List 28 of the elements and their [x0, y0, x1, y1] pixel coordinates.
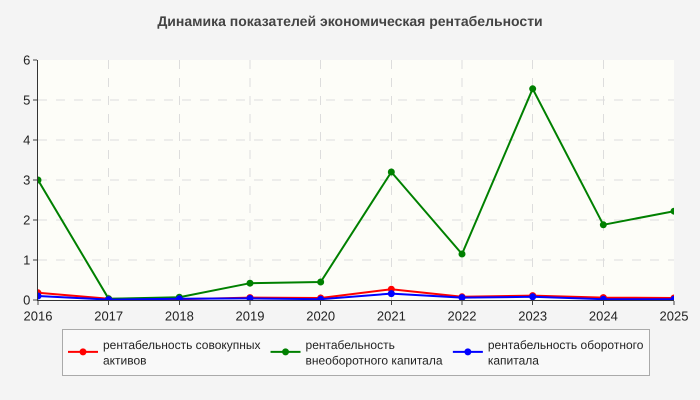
y-tick-label: 6 — [23, 52, 30, 68]
y-tick-label: 0 — [23, 292, 30, 308]
point — [317, 278, 324, 286]
point — [246, 280, 254, 287]
x-tick-label: 2020 — [306, 308, 336, 324]
x-tick-label: 2023 — [518, 308, 548, 324]
x-tick-label: 2024 — [588, 308, 618, 324]
x-tick-label: 2025 — [660, 308, 688, 324]
y-tick-label: 2 — [23, 212, 30, 228]
y-tick-label: 1 — [23, 252, 30, 268]
x-tick-label: 2021 — [376, 308, 406, 324]
chart-title: Динамика показателей экономическая рентабельности — [157, 12, 543, 29]
point — [388, 168, 395, 176]
x-tick-label: 2017 — [94, 308, 124, 324]
y-tick-label: 5 — [23, 92, 30, 108]
x-tick-label: 2022 — [448, 308, 476, 324]
x-tick-label: 2019 — [236, 308, 264, 324]
legend-label: рентабельность оборотного капитала — [488, 338, 644, 368]
point — [458, 250, 466, 258]
legend-label: рентабельность совокупных активов — [103, 338, 261, 368]
point — [529, 85, 536, 92]
point — [388, 290, 395, 298]
y-tick-label: 3 — [23, 172, 30, 188]
y-tick-label: 4 — [23, 132, 30, 148]
x-tick-label: 2016 — [24, 308, 52, 324]
point — [600, 221, 607, 228]
legend-label: рентабельность внеоборотного капитала — [306, 338, 443, 368]
x-tick-label: 2018 — [164, 308, 194, 324]
